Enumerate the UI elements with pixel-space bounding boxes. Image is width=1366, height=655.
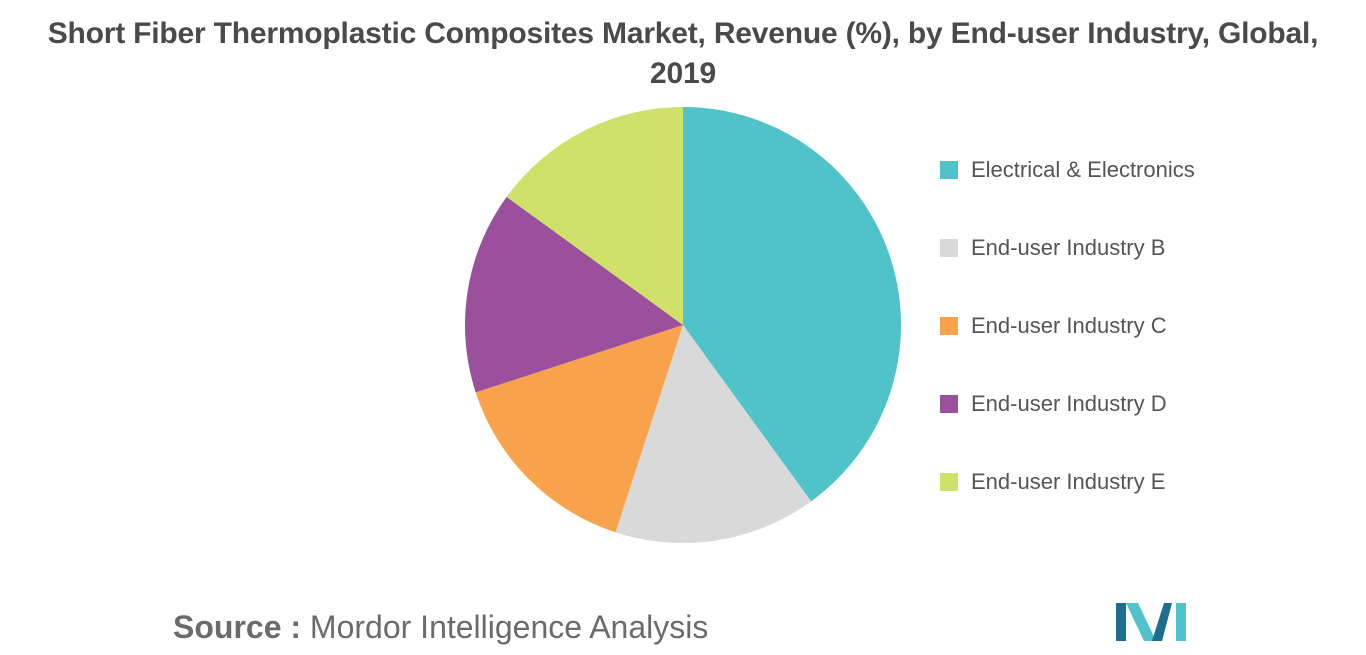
legend-swatch bbox=[940, 161, 958, 179]
legend-swatch bbox=[940, 395, 958, 413]
pie-slice-2 bbox=[615, 325, 812, 543]
chart-title-line-2: 2019 bbox=[650, 57, 716, 90]
pie-slice-5 bbox=[506, 106, 683, 325]
chart-title-line-1: Short Fiber Thermoplastic Composites Mar… bbox=[47, 17, 1319, 50]
legend-item: End-user Industry B bbox=[940, 230, 1195, 308]
legend-swatch bbox=[940, 239, 958, 257]
chart-legend: Electrical & Electronics End-user Industr… bbox=[940, 152, 1195, 542]
logo-left-slant bbox=[1126, 603, 1156, 641]
legend-label: End-user Industry B bbox=[971, 235, 1166, 260]
logo-right-bar bbox=[1176, 603, 1186, 641]
source-text: Mordor Intelligence Analysis bbox=[309, 609, 709, 645]
pie-slice-3 bbox=[475, 325, 683, 533]
legend-swatch bbox=[940, 317, 958, 335]
legend-item: End-user Industry D bbox=[940, 386, 1195, 464]
legend-item: End-user Industry C bbox=[940, 308, 1195, 386]
mordor-intelligence-logo-icon bbox=[1116, 603, 1186, 641]
pie-slice-4 bbox=[464, 196, 683, 393]
legend-label: End-user Industry C bbox=[971, 313, 1167, 338]
chart-title: Short Fiber Thermoplastic Composites Mar… bbox=[0, 14, 1366, 94]
legend-label: End-user Industry D bbox=[971, 391, 1167, 416]
legend-item: Electrical & Electronics bbox=[940, 152, 1195, 230]
legend-label: End-user Industry E bbox=[971, 469, 1166, 494]
legend-swatch bbox=[940, 473, 958, 491]
pie-slice-1 bbox=[683, 107, 901, 502]
logo-right-slant bbox=[1152, 603, 1172, 641]
legend-label: Electrical & Electronics bbox=[971, 157, 1195, 182]
legend-item: End-user Industry E bbox=[940, 464, 1195, 542]
logo-left-bar bbox=[1116, 603, 1126, 641]
source-prefix: Source : bbox=[173, 609, 302, 645]
source-note: Source : Mordor Intelligence Analysis bbox=[173, 605, 708, 649]
